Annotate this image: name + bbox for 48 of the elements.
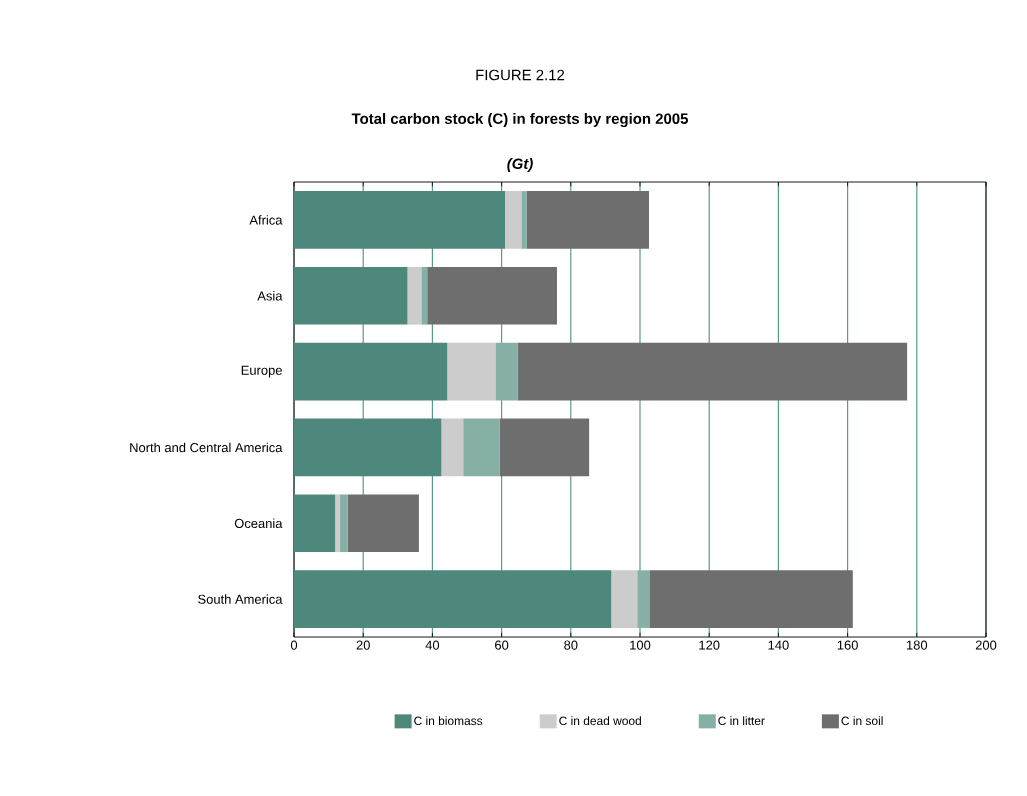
x-tick-label: 80 bbox=[564, 640, 578, 650]
bar bbox=[526, 191, 649, 249]
bar bbox=[447, 342, 496, 401]
caption: FIGURE 2.12 bbox=[476, 69, 565, 81]
bar bbox=[294, 418, 442, 477]
bar bbox=[521, 191, 527, 249]
bar bbox=[407, 266, 422, 325]
chart-title: Total carbon stock (C) in forests by region 2005 bbox=[351, 113, 689, 127]
bar bbox=[649, 570, 853, 628]
x-tick-label: 20 bbox=[356, 640, 370, 650]
bar bbox=[294, 570, 612, 628]
bar bbox=[294, 266, 408, 325]
x-tick-label: 100 bbox=[630, 640, 651, 650]
x-tick-label: 200 bbox=[975, 640, 997, 650]
bar bbox=[427, 266, 557, 325]
y-tick-label: Asia bbox=[257, 291, 283, 301]
legend-label: C in litter bbox=[718, 716, 765, 726]
bar bbox=[335, 494, 340, 553]
legend-label: C in biomass bbox=[414, 716, 483, 726]
bar bbox=[505, 191, 522, 249]
x-tick-label: 140 bbox=[768, 640, 789, 650]
legend-label: C in dead wood bbox=[559, 716, 641, 726]
bar bbox=[294, 191, 506, 249]
bar bbox=[441, 418, 464, 477]
bar bbox=[499, 418, 590, 477]
bar bbox=[463, 418, 500, 477]
y-tick-label: North and Central America bbox=[130, 442, 283, 453]
x-tick-label: 40 bbox=[425, 640, 440, 650]
bar bbox=[611, 570, 638, 628]
bar bbox=[637, 570, 650, 628]
x-tick-label: 180 bbox=[906, 640, 928, 650]
legend-label: C in soil bbox=[841, 716, 883, 726]
bar bbox=[421, 266, 428, 325]
x-tick-label: 160 bbox=[837, 640, 858, 650]
y-tick-label: South America bbox=[198, 594, 283, 604]
bar bbox=[294, 342, 448, 401]
bar bbox=[294, 494, 336, 553]
bar bbox=[517, 342, 908, 401]
y-tick-label: Africa bbox=[249, 215, 283, 225]
x-tick-label: 0 bbox=[290, 640, 298, 650]
y-tick-label: Europe bbox=[241, 365, 282, 378]
bar bbox=[495, 342, 518, 401]
x-tick-label: 60 bbox=[495, 640, 509, 650]
x-tick-label: 120 bbox=[699, 640, 720, 650]
bar bbox=[347, 494, 419, 553]
bar bbox=[339, 494, 348, 553]
y-tick-label: Oceania bbox=[234, 518, 283, 529]
chart-subtitle: (Gt) bbox=[507, 158, 533, 172]
